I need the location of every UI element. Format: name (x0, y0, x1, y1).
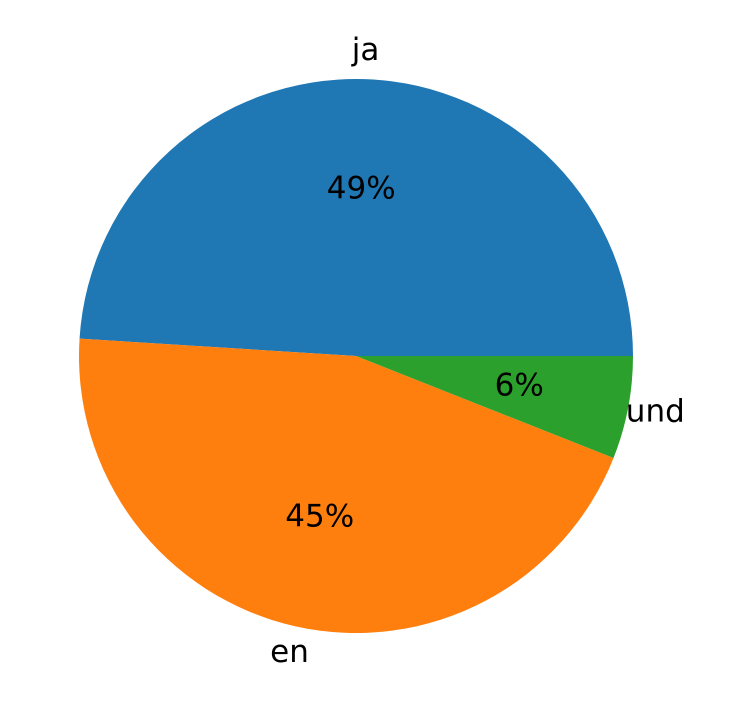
pie-slice (78, 338, 614, 633)
slice-label: ja (351, 32, 380, 68)
value-label: 49% (327, 170, 396, 206)
value-label: 45% (285, 499, 354, 535)
pie-slice (79, 79, 634, 357)
pie-slice (356, 356, 633, 458)
value-label: 6% (495, 368, 544, 404)
slice-label: en (270, 634, 309, 670)
slice-label: und (626, 394, 685, 430)
